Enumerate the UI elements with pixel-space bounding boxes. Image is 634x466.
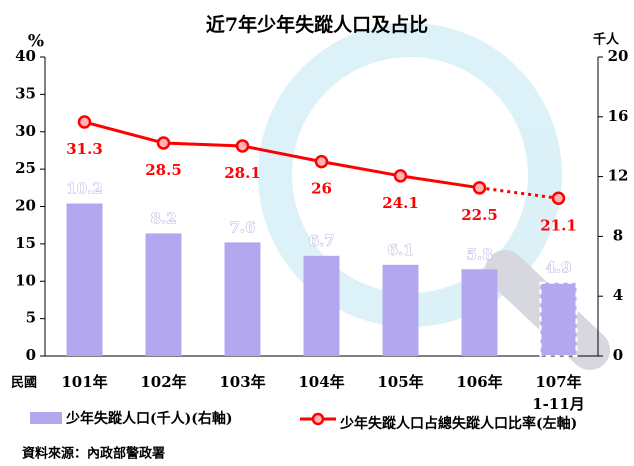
bar-value-label: 10.2 <box>66 180 103 198</box>
line-marker <box>79 117 90 128</box>
line-value-label: 21.1 <box>540 216 577 234</box>
legend-swatch <box>313 414 323 424</box>
chart: 近7年少年失蹤人口及占比 % 千人 民國 資料來源：內政部警政署 0510152… <box>0 0 634 466</box>
y-tick-label: 35 <box>15 84 36 102</box>
bar-value-label: 5.8 <box>466 245 492 263</box>
x-axis-label: 民國 <box>11 376 37 391</box>
y-tick-label: 40 <box>15 47 36 65</box>
legend-label: 少年失蹤人口占總失蹤人口比率(左軸) <box>339 415 577 432</box>
x-tick-label: 105年 <box>377 373 423 391</box>
line-marker <box>553 193 564 204</box>
bar-value-label: 6.1 <box>387 241 413 259</box>
line-segment <box>401 176 480 188</box>
bar <box>304 256 340 356</box>
line-marker <box>395 170 406 181</box>
bar-value-label: 7.6 <box>229 218 255 236</box>
bar <box>67 204 103 356</box>
line-value-label: 26 <box>311 180 332 198</box>
y2-tick-label: 20 <box>608 47 629 65</box>
bar <box>462 269 498 356</box>
line-segment <box>322 162 401 176</box>
line-marker <box>158 137 169 148</box>
line-marker <box>316 156 327 167</box>
y2-tick-label: 16 <box>608 107 629 125</box>
line-value-label: 28.5 <box>145 161 182 179</box>
y-tick-label: 0 <box>26 346 36 364</box>
line-value-label: 22.5 <box>461 206 498 224</box>
y-tick-label: 25 <box>15 159 36 177</box>
y2-tick-label: 12 <box>608 167 629 185</box>
x-tick-label: 101年 <box>61 373 107 391</box>
line-marker <box>237 140 248 151</box>
bar-value-label: 6.7 <box>308 232 334 250</box>
bar <box>383 265 419 356</box>
x-tick-label: 103年 <box>219 373 265 391</box>
line-value-label: 28.1 <box>224 164 261 182</box>
y-tick-label: 20 <box>15 197 36 215</box>
chart-title: 近7年少年失蹤人口及占比 <box>206 13 428 36</box>
line-marker <box>474 182 485 193</box>
y-tick-label: 10 <box>15 271 36 289</box>
bar <box>146 233 182 356</box>
legend-label: 少年失蹤人口(千人)(右軸) <box>65 410 233 427</box>
y2-tick-label: 8 <box>613 226 623 244</box>
x-tick-label: 104年 <box>298 373 344 391</box>
bar <box>541 283 577 356</box>
y2-tick-label: 0 <box>613 346 623 364</box>
bar-value-label: 4.9 <box>545 259 571 277</box>
x-tick-label: 102年 <box>140 373 186 391</box>
source-note: 資料來源：內政部警政署 <box>22 446 165 462</box>
line-segment <box>164 143 243 146</box>
y2-tick-label: 4 <box>613 286 623 304</box>
y-tick-label: 30 <box>15 122 36 140</box>
bar <box>225 242 261 356</box>
y-tick-label: 15 <box>15 234 36 252</box>
line-value-label: 24.1 <box>382 194 419 212</box>
legend-swatch <box>30 412 62 424</box>
bar-value-label: 8.2 <box>150 209 176 227</box>
y-tick-label: 5 <box>26 309 36 327</box>
y2-axis-label: 千人 <box>593 32 620 48</box>
x-tick-label: 106年 <box>456 373 502 391</box>
line-value-label: 31.3 <box>66 140 103 158</box>
legend: 少年失蹤人口(千人)(右軸) 少年失蹤人口占總失蹤人口比率(左軸) <box>30 410 577 432</box>
